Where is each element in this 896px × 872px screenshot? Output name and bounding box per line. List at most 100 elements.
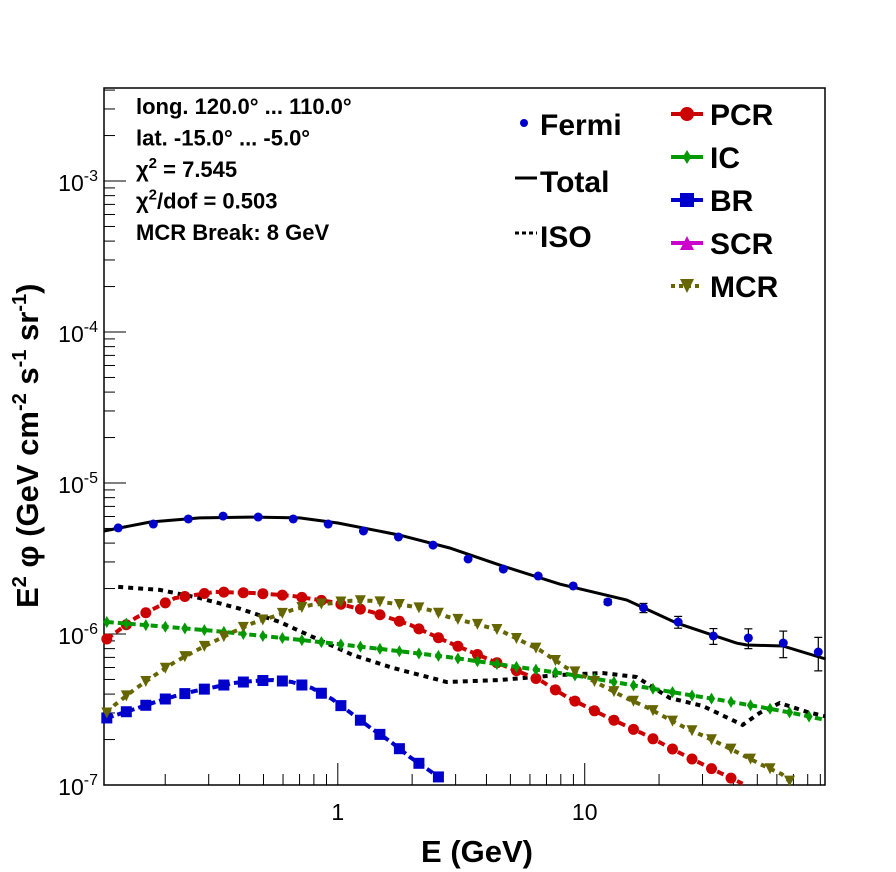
x-tick-label: 10: [572, 799, 598, 825]
legend-label: IC: [710, 142, 740, 175]
triangle-down-marker: [588, 676, 600, 688]
circle-marker: [666, 743, 678, 755]
triangle-down-marker: [569, 666, 581, 678]
curves: [101, 511, 827, 787]
legend-item-fermi: Fermi: [520, 109, 622, 142]
diamond-marker: [337, 638, 345, 651]
circle-marker: [218, 586, 230, 598]
diamond-marker: [298, 634, 306, 647]
triangle-down-marker: [530, 642, 542, 654]
diamond-marker: [181, 622, 189, 635]
circle-marker: [647, 733, 659, 745]
circle-marker: [374, 609, 386, 621]
legend-label: PCR: [710, 99, 774, 132]
stats-line: long. 120.0° ... 110.0°: [136, 94, 352, 119]
legend-label: Fermi: [540, 109, 622, 142]
triangle-down-marker: [413, 602, 425, 614]
circle-marker: [686, 753, 698, 765]
circle-marker: [725, 772, 737, 784]
fermi-data-point: [498, 564, 508, 574]
diamond-marker: [532, 663, 540, 676]
diamond-marker: [785, 706, 794, 719]
legend-item-ic: IC: [671, 142, 740, 175]
triangle-down-marker: [510, 632, 522, 644]
diamond-marker: [395, 645, 404, 658]
triangle-down-marker: [784, 775, 796, 787]
triangle-down-marker: [374, 596, 386, 608]
stats-line: MCR Break: 8 GeV: [136, 220, 330, 245]
triangle-down-marker: [101, 707, 113, 719]
legend-item-total: Total: [515, 166, 609, 199]
legend: Fermi Total ISO PCR IC BR SCR MCR: [515, 99, 779, 304]
triangle-down-marker: [198, 640, 210, 652]
diamond-marker: [512, 660, 521, 673]
square-marker: [198, 683, 210, 695]
y-tick-label: 10-4: [58, 319, 98, 347]
fermi-data-point: [743, 633, 753, 643]
stats-box: long. 120.0° ... 110.0° lat. -15.0° ... -…: [136, 94, 352, 245]
diamond-marker: [103, 616, 111, 629]
square-marker: [179, 688, 191, 700]
triangle-down-marker: [549, 655, 561, 667]
br-line: [106, 677, 444, 782]
fermi-data-point: [393, 532, 403, 542]
circle-marker: [471, 649, 483, 661]
y-axis-title: E2 φ (GeV cm-2 s-1 sr-1): [9, 284, 45, 608]
diamond-marker: [317, 636, 325, 649]
stats-line: χ2 = 7.545: [136, 155, 237, 182]
square-marker: [432, 771, 444, 783]
y-tick-label: 10-5: [58, 470, 98, 498]
triangle-down-marker: [706, 734, 718, 746]
legend-label: ISO: [540, 221, 592, 254]
square-marker: [354, 714, 366, 726]
triangle-down-marker: [140, 676, 152, 688]
y-tick-label: 10-7: [58, 772, 98, 800]
triangle-down-marker: [680, 279, 694, 293]
triangle-down-marker: [257, 614, 269, 626]
square-marker: [276, 675, 288, 687]
square-marker: [374, 728, 386, 740]
circle-marker: [627, 723, 639, 735]
legend-item-br: BR: [671, 185, 754, 218]
triangle-down-marker: [315, 598, 327, 610]
fermi-data-point: [778, 638, 788, 648]
diamond-marker: [629, 679, 638, 692]
y-tick-label: 10-6: [58, 621, 98, 649]
legend-item-scr: SCR: [671, 228, 774, 261]
fermi-data-point: [218, 511, 228, 521]
diamond-marker: [746, 699, 755, 712]
series-fermi: [113, 511, 823, 672]
square-marker: [237, 676, 249, 688]
legend-item-pcr: PCR: [671, 99, 774, 132]
square-marker: [296, 679, 308, 691]
circle-marker: [588, 705, 600, 717]
triangle-down-marker: [237, 621, 249, 633]
fermi-data-point: [148, 519, 158, 529]
diamond-marker: [649, 682, 657, 695]
fermi-data-point: [323, 519, 333, 529]
square-marker: [393, 743, 405, 755]
triangle-down-marker: [471, 618, 483, 630]
diamond-marker: [415, 647, 423, 660]
legend-item-iso: ISO: [515, 221, 592, 254]
diamond-marker: [434, 649, 443, 662]
y-tick-label: 10-3: [58, 168, 98, 196]
square-marker: [140, 699, 152, 711]
circle-marker: [530, 672, 542, 684]
triangle-down-marker: [179, 651, 191, 663]
diamond-marker: [376, 642, 384, 655]
triangle-down-marker: [296, 601, 308, 613]
fermi-data-point: [708, 631, 718, 641]
diamond-marker: [805, 710, 813, 723]
circle-marker: [549, 684, 561, 696]
diamond-marker: [610, 675, 618, 688]
legend-label: SCR: [710, 228, 774, 261]
triangle-down-marker: [666, 715, 678, 727]
stats-line: lat. -15.0° ... -5.0°: [136, 126, 310, 151]
legend-item-mcr: MCR: [671, 271, 779, 304]
circle-marker: [179, 591, 191, 603]
series-iso: [118, 584, 826, 728]
circle-marker: [354, 603, 366, 615]
circle-marker: [432, 632, 444, 644]
